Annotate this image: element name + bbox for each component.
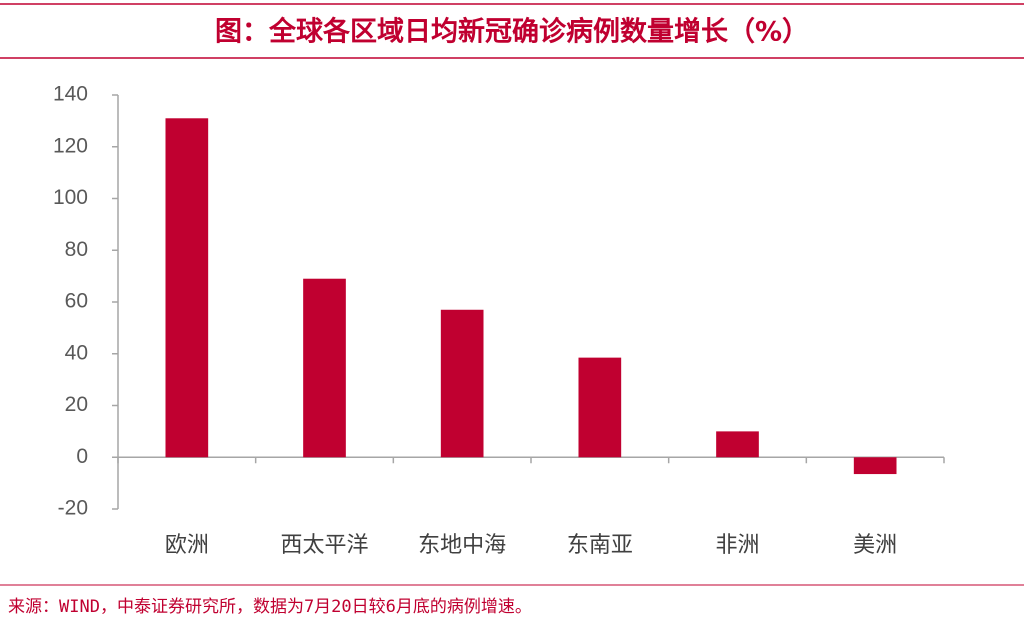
x-tick-label: 西太平洋 [280, 533, 368, 558]
bar [303, 278, 346, 458]
bar [165, 118, 209, 458]
x-tick-label: 欧洲 [165, 533, 209, 558]
y-tick-label: 20 [65, 393, 88, 416]
y-tick-label: 60 [65, 290, 88, 313]
bar [853, 457, 897, 475]
x-tick-label: 东南亚 [567, 533, 633, 558]
source-note: 来源：WIND，中泰证券研究所，数据为7月20日较6月底的病例增速。 [8, 597, 532, 617]
y-tick-label: 100 [53, 186, 88, 209]
x-tick-label: 美洲 [853, 533, 897, 558]
y-tick-label: 120 [53, 134, 88, 157]
y-tick-label: 40 [65, 341, 88, 364]
y-tick-label: 0 [76, 445, 88, 468]
chart-title: 图：全球各区域日均新冠确诊病例数量增长（%） [215, 16, 809, 48]
x-tick-label: 非洲 [715, 533, 759, 558]
x-tick-label: 东地中海 [418, 533, 506, 558]
bar [578, 357, 622, 458]
y-tick-label: 80 [65, 238, 88, 261]
bar [716, 431, 759, 458]
y-tick-label: 140 [53, 83, 88, 106]
y-tick-label: -20 [58, 497, 88, 520]
bar [440, 309, 484, 458]
